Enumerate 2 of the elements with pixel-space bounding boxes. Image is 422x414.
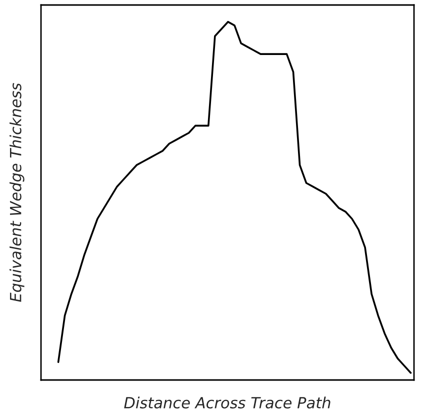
x-axis-title: Distance Across Trace Path — [124, 396, 330, 408]
y-axis-title: Equivalent Wedge Thickness — [10, 83, 24, 302]
